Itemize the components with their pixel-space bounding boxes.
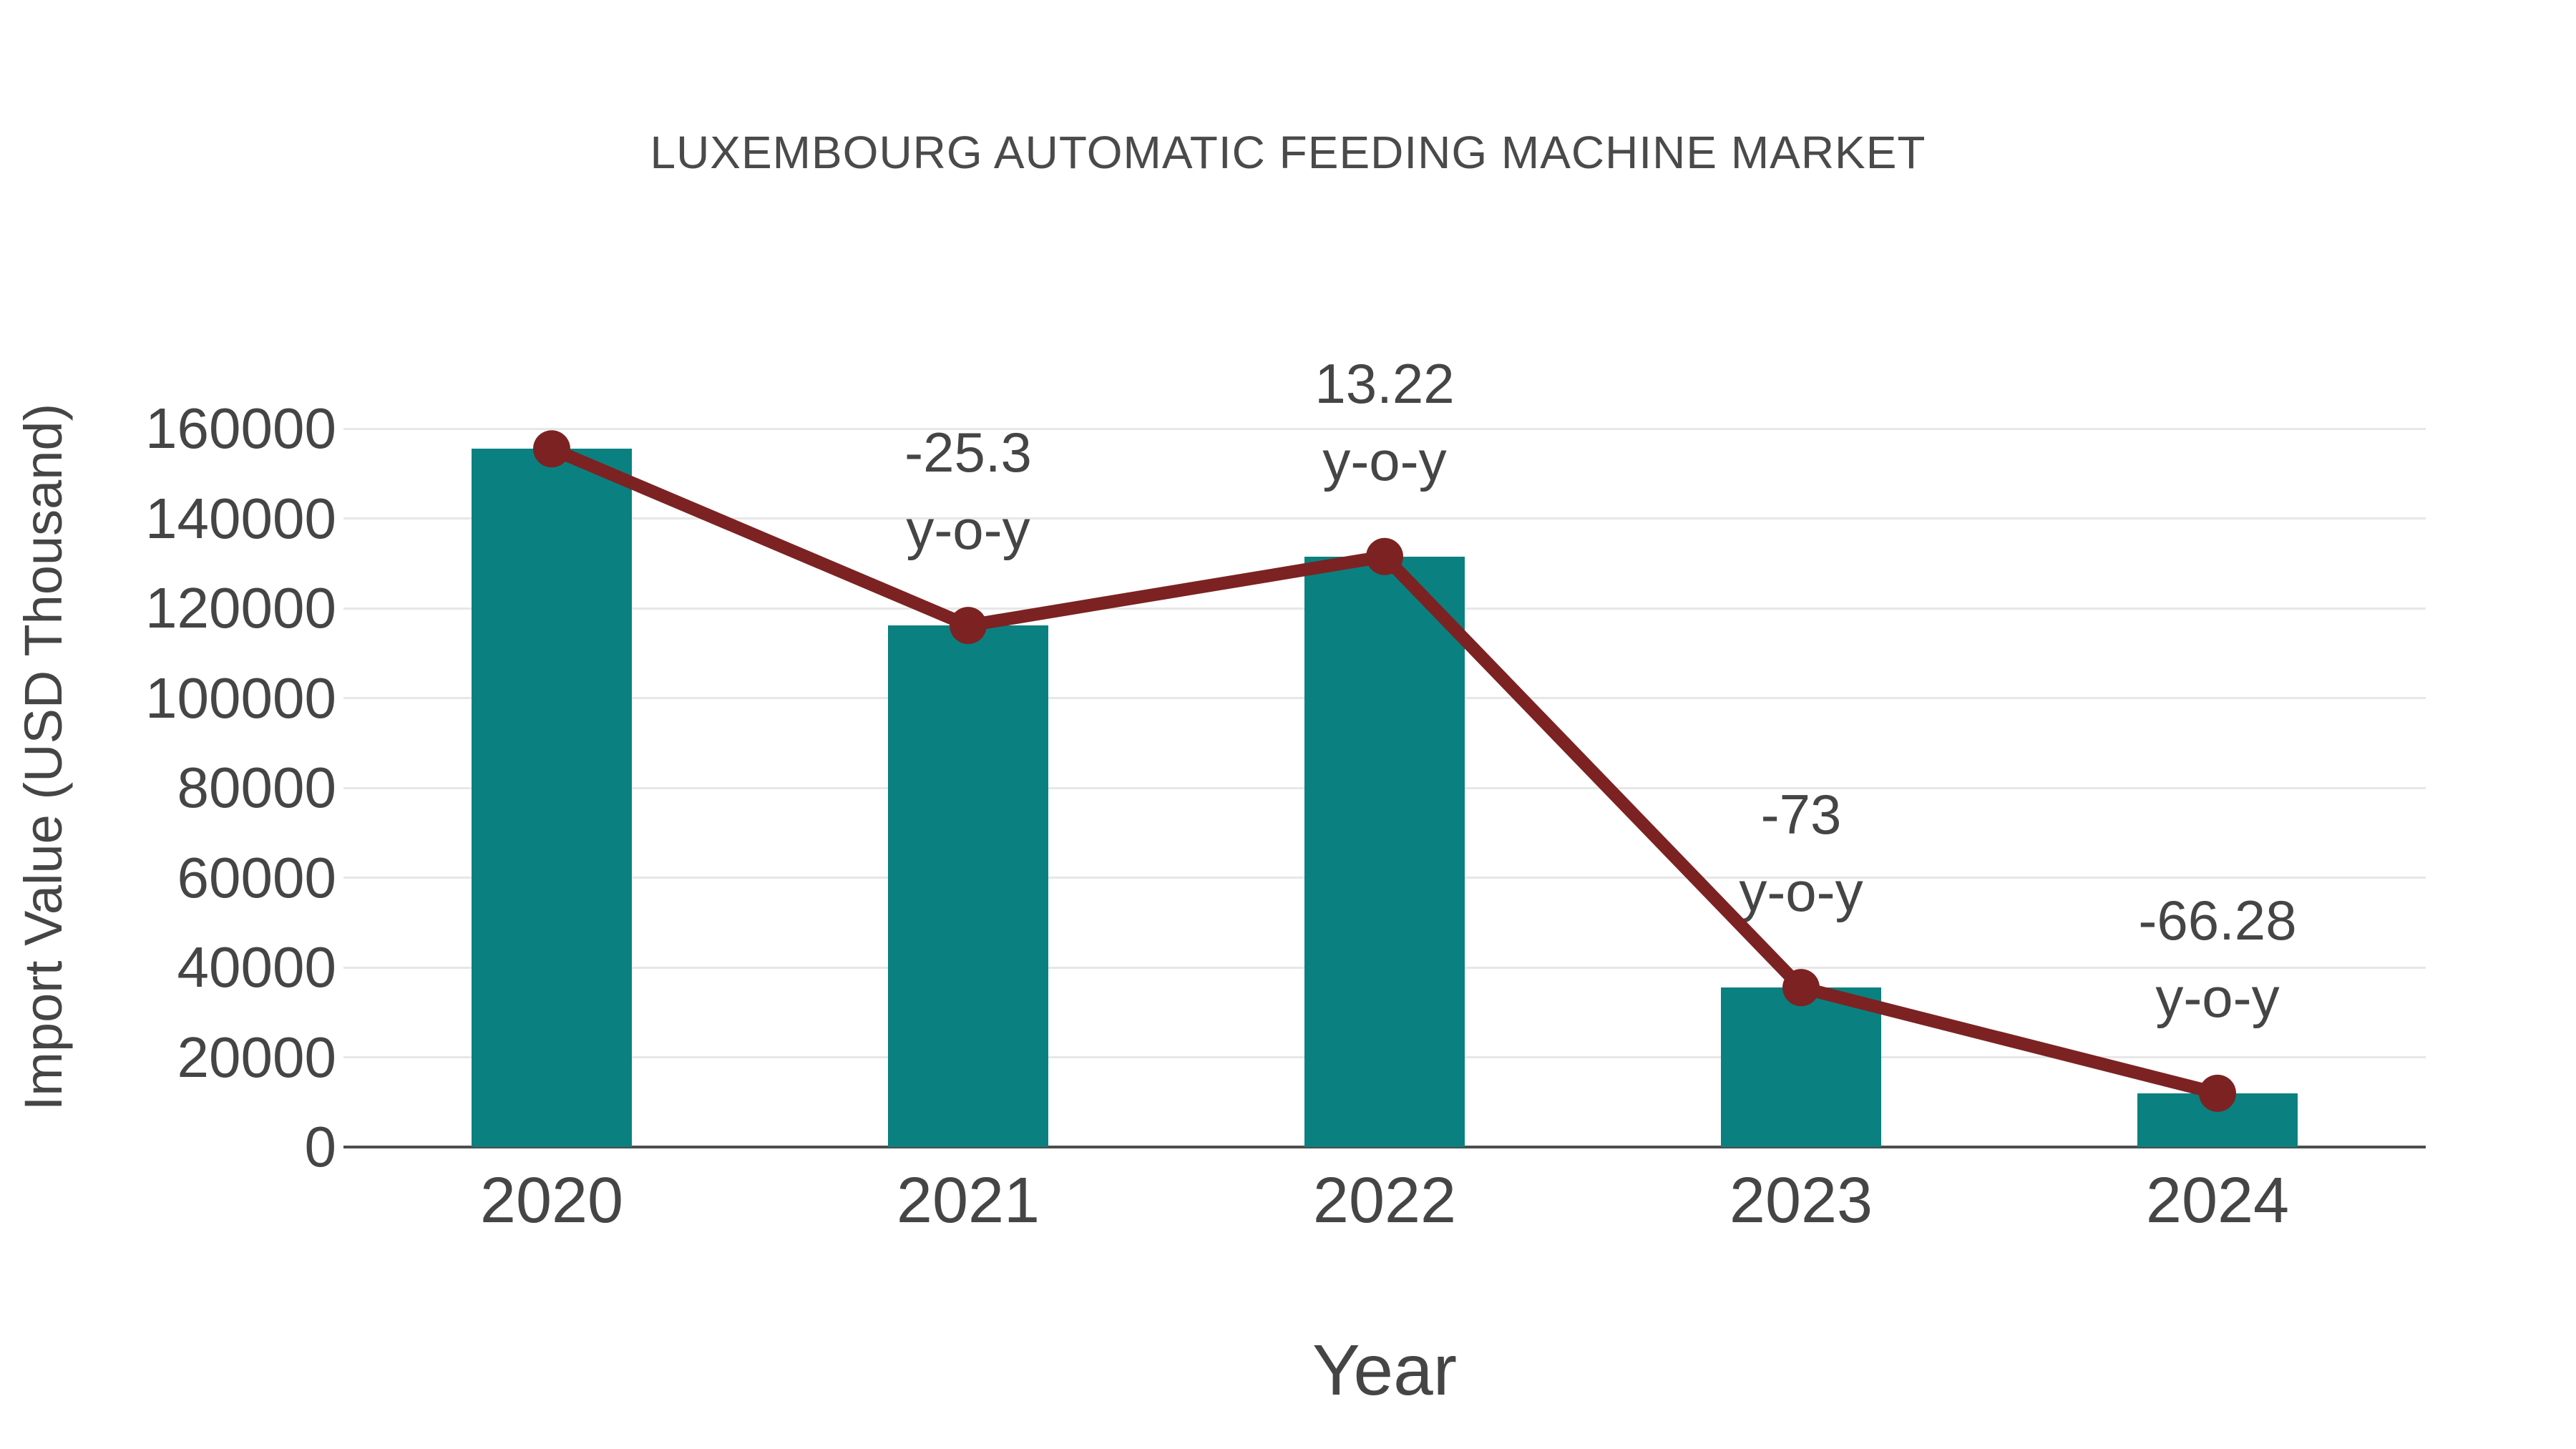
- x-tick-label-2024: 2024: [2145, 1165, 2290, 1236]
- y-tick-label-160000: 160000: [145, 396, 336, 460]
- annotation-growth-suffix: y-o-y: [2155, 965, 2280, 1029]
- y-tick-label-0: 0: [304, 1115, 337, 1179]
- bar-2022: [1304, 556, 1465, 1147]
- x-tick-label-2022: 2022: [1312, 1165, 1457, 1236]
- y-tick-label-60000: 60000: [177, 845, 336, 909]
- annotation-growth-suffix: y-o-y: [906, 498, 1030, 562]
- annotation-growth-value: -66.28: [2138, 888, 2297, 952]
- annotation-2023: -73 y-o-y: [1586, 776, 2016, 930]
- y-tick-label-80000: 80000: [177, 756, 336, 819]
- x-axis-title: Year: [1312, 1330, 1458, 1410]
- chart-title: LUXEMBOURG AUTOMATIC FEEDING MACHINE MAR…: [650, 127, 1926, 178]
- annotation-growth-value: -73: [1760, 783, 1842, 847]
- y-tick-label-20000: 20000: [177, 1025, 336, 1089]
- x-tick-label-2023: 2023: [1729, 1165, 1873, 1236]
- y-tick-label-100000: 100000: [145, 665, 336, 730]
- gridline-160000: [343, 427, 2426, 430]
- annotation-growth-suffix: y-o-y: [1739, 860, 1863, 924]
- annotation-growth-suffix: y-o-y: [1322, 429, 1447, 492]
- bar-2023: [1721, 987, 1881, 1147]
- annotation-growth-value: 13.22: [1314, 351, 1455, 415]
- bar-2020: [472, 449, 632, 1147]
- annotation-growth-value: -25.3: [904, 421, 1032, 484]
- gridline-140000: [343, 517, 2426, 519]
- x-tick-label-2021: 2021: [896, 1165, 1040, 1236]
- y-tick-label-40000: 40000: [177, 935, 336, 999]
- x-axis-line: [343, 1146, 2426, 1148]
- x-tick-label-2020: 2020: [479, 1165, 624, 1236]
- annotation-2022: 13.22 y-o-y: [1170, 345, 1599, 499]
- bar-2024: [2137, 1093, 2298, 1147]
- bar-2021: [888, 625, 1048, 1147]
- annotation-2024: -66.28 y-o-y: [2003, 882, 2432, 1036]
- annotation-2021: -25.3 y-o-y: [753, 414, 1183, 568]
- y-tick-label-140000: 140000: [145, 486, 336, 550]
- y-tick-label-120000: 120000: [145, 576, 336, 640]
